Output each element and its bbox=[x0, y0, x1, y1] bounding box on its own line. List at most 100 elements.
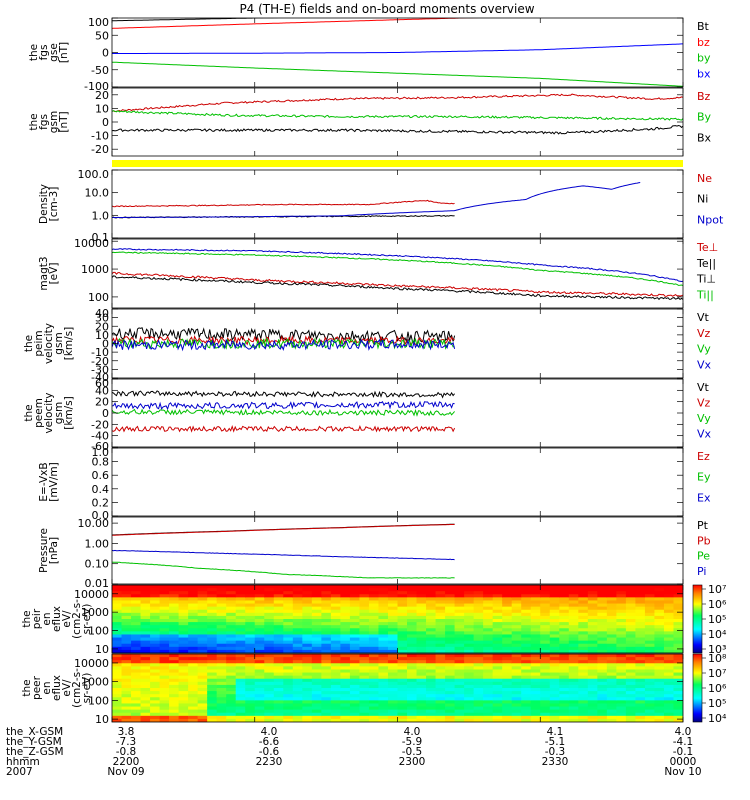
panel-peer-spectrogram: 10⁸ 10⁷ 10⁶ 10⁵ 10⁴ 10000 1000 100 10 thepeerenef… bbox=[21, 652, 727, 726]
pressure-ytick-label: 10.00 bbox=[78, 517, 110, 530]
peem-velocity-series-Vy bbox=[112, 408, 455, 417]
density-series-Npot bbox=[112, 182, 641, 218]
peim-velocity-ytick-label: 10 bbox=[95, 329, 109, 342]
footer-value: -0.8 bbox=[116, 746, 137, 758]
footer-value: 4.0 bbox=[675, 726, 692, 738]
peer-spectrogram-ylabel-line: peer bbox=[31, 675, 43, 700]
pressure-series-Pe bbox=[112, 561, 455, 579]
peer-spectrogram-ylabel-line: eflux bbox=[51, 675, 63, 701]
peem-velocity-ytick-label: 60 bbox=[95, 377, 109, 390]
pressure-ytick-label: 0.10 bbox=[85, 558, 110, 571]
peer-spectrogram-colorbar-label: 10⁴ bbox=[708, 712, 727, 725]
fgs-gsm-series-Bx bbox=[112, 124, 683, 135]
peer-spectrogram-ytick-label: 100 bbox=[88, 694, 109, 707]
peer-spectrogram-colorbar-label: 10⁸ bbox=[708, 652, 727, 665]
peir-spectrogram-ylabel-line: eflux bbox=[51, 606, 63, 632]
density-legend-2: Npot bbox=[697, 213, 724, 226]
footer-value: -4.1 bbox=[673, 736, 694, 748]
peer-spectrogram-ytick-label: 10000 bbox=[74, 657, 109, 670]
peir-spectrogram-colorbar-label: 10⁶ bbox=[708, 598, 727, 611]
peim-velocity-ytick-label: 30 bbox=[95, 312, 109, 325]
footer-value: 3.8 bbox=[118, 726, 135, 738]
pressure-ytick-label: 1.00 bbox=[85, 537, 110, 550]
efield-ylabel-line: E=-VxB bbox=[38, 462, 50, 501]
pressure-ylabel-line: Pressure bbox=[38, 528, 50, 573]
density-legend-0: Ne bbox=[697, 172, 712, 185]
peir-spectrogram-ytick-label: 1000 bbox=[81, 606, 109, 619]
fgs-gse-series-Bt bbox=[112, 18, 282, 22]
temperature-ytick-label: 1000 bbox=[81, 263, 109, 276]
peim-velocity-legend-3: Vx bbox=[697, 358, 712, 371]
pressure-series-Pb bbox=[112, 523, 455, 536]
fgs-gse-legend-1: bz bbox=[697, 36, 710, 49]
footer-value: -6.6 bbox=[259, 736, 280, 748]
density-ylabel-line: [cm-3] bbox=[48, 187, 60, 222]
fgs-gsm-frame bbox=[111, 87, 684, 157]
efield-ytick-label: 0.4 bbox=[92, 483, 110, 496]
peem-velocity-ylabel-line: peem bbox=[33, 398, 45, 428]
density-series-Ne bbox=[112, 199, 455, 208]
efield-ytick-label: 0.2 bbox=[92, 496, 110, 509]
peir-spectrogram-colorbar-label: 10⁴ bbox=[708, 628, 727, 641]
peem-velocity-legend-2: Vy bbox=[697, 412, 711, 425]
peer-spectrogram-colorbar-label: 10⁷ bbox=[708, 667, 726, 680]
peir-spectrogram-colorbar bbox=[692, 584, 703, 654]
footer-value: 2200 bbox=[113, 756, 140, 768]
efield-ytick-label: 0.0 bbox=[92, 509, 110, 522]
density-ytick-label: 1.0 bbox=[92, 209, 110, 222]
footer-row-label: hhmm bbox=[6, 756, 40, 768]
footer-value: Nov 09 bbox=[107, 766, 144, 778]
fgs-gsm-ylabel-line: [nT] bbox=[58, 111, 70, 132]
footer-value: 4.0 bbox=[404, 726, 421, 738]
efield-frame bbox=[111, 447, 684, 517]
peim-velocity-ylabel-line: the bbox=[23, 335, 35, 352]
peem-velocity-series-Vt bbox=[112, 390, 455, 399]
peim-velocity-legend-2: Vy bbox=[697, 343, 711, 356]
peir-spectrogram-colorbar-label: 10⁵ bbox=[708, 613, 726, 626]
peer-spectrogram-colorbar-label: 10⁶ bbox=[708, 682, 727, 695]
peim-velocity-ylabel-line: [km/s] bbox=[63, 327, 75, 361]
density-ytick-label: 100.0 bbox=[78, 168, 110, 181]
peim-velocity-ytick-label: -10 bbox=[91, 346, 109, 359]
peim-velocity-legend-1: Vz bbox=[697, 327, 711, 340]
fgs-gsm-ytick-label: -10 bbox=[91, 130, 109, 143]
footer-row-label: 2007 bbox=[6, 766, 33, 778]
efield-ytick-label: 1.0 bbox=[92, 446, 110, 459]
peer-spectrogram-ylabel-line: the bbox=[21, 679, 33, 696]
fgs-gsm-legend-2: Bx bbox=[697, 131, 712, 144]
fgs-gse-legend-2: by bbox=[697, 52, 711, 65]
peim-velocity-ytick-label: -40 bbox=[91, 371, 109, 384]
efield-ytick-label: 0.6 bbox=[92, 469, 110, 482]
fgs-gsm-legend-0: Bz bbox=[697, 90, 711, 103]
peer-spectrogram-image bbox=[112, 654, 683, 722]
efield-ylabel-line: [mV/m] bbox=[48, 462, 60, 501]
fgs-gse-legend-3: bx bbox=[697, 67, 711, 80]
temperature-ytick-label: 100 bbox=[88, 291, 109, 304]
peem-velocity-ylabel-line: the bbox=[23, 404, 35, 421]
pressure-frame bbox=[111, 516, 684, 585]
fgs-gse-ylabel-line: fgs bbox=[38, 45, 50, 61]
peir-spectrogram-ylabel-line: (cm2-s- bbox=[71, 599, 83, 639]
peir-spectrogram-ylabel-line: peir bbox=[31, 608, 43, 629]
chart-title: P4 (TH-E) fields and on-board moments ov… bbox=[239, 2, 534, 16]
fgs-gse-ytick-label: 100 bbox=[88, 16, 109, 29]
footer-value: Nov 10 bbox=[664, 766, 701, 778]
temperature-legend-1: Te|| bbox=[696, 257, 716, 270]
footer-value: -0.6 bbox=[259, 746, 280, 758]
footer-value: 2330 bbox=[542, 756, 569, 768]
temperature-series-Te⊥ bbox=[112, 271, 683, 297]
peim-velocity-ytick-label: -30 bbox=[91, 363, 109, 376]
fgs-gsm-legend-1: By bbox=[697, 111, 712, 124]
temperature-frame bbox=[111, 238, 684, 309]
peir-spectrogram-ylabel-line: the bbox=[21, 610, 33, 627]
fgs-gse-series-by bbox=[112, 61, 683, 87]
temperature-ylabel-line: magt3 bbox=[38, 256, 50, 290]
peir-spectrogram-image bbox=[112, 585, 683, 653]
pressure-legend-3: Pi bbox=[697, 565, 706, 578]
peir-spectrogram-ytick-label: 10000 bbox=[74, 588, 109, 601]
density-ytick-label: 10.0 bbox=[85, 187, 110, 200]
peem-velocity-ytick-label: -40 bbox=[91, 430, 109, 443]
fgs-gsm-series-By bbox=[112, 110, 683, 121]
peem-velocity-ytick-label: -20 bbox=[91, 418, 109, 431]
